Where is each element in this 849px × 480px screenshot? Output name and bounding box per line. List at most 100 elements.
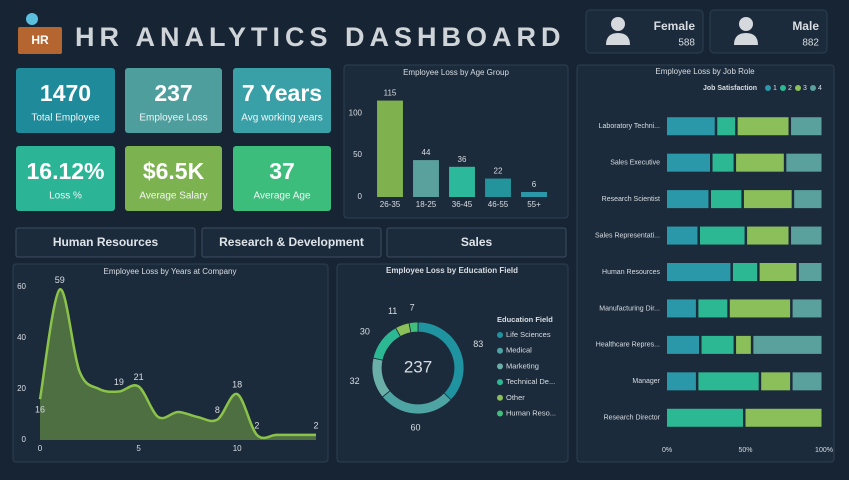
legend-label: 1	[773, 85, 777, 92]
y-tick-label: 60	[17, 282, 26, 291]
legend-marker	[497, 410, 503, 417]
filter-button[interactable]	[386, 227, 567, 258]
kpi-card	[16, 146, 115, 211]
area	[40, 289, 316, 440]
category-label: Manager	[632, 378, 660, 385]
bar	[521, 191, 547, 197]
x-tick-label: 26-35	[380, 200, 401, 209]
category-label: Sales Representati...	[595, 232, 660, 239]
y-tick-label: 0	[22, 435, 27, 444]
filter-button[interactable]	[201, 227, 382, 258]
kpi-label: Total Employee	[31, 113, 100, 124]
kpi-label: Loss %	[49, 191, 82, 202]
x-tick-label: 36-45	[452, 200, 473, 209]
filter-button[interactable]	[15, 227, 196, 258]
kpi-card	[233, 68, 331, 133]
bar-segment	[743, 190, 792, 209]
category-label: Healthcare Repres...	[596, 342, 660, 349]
legend-marker	[497, 379, 503, 386]
bar-segment	[794, 190, 822, 209]
legend-title: Job Satisfaction	[703, 85, 757, 92]
bar-segment	[729, 299, 791, 318]
slice-label: 83	[473, 339, 483, 349]
bar	[485, 178, 511, 197]
bar-segment	[737, 117, 789, 136]
male-icon	[734, 33, 758, 45]
bar	[377, 100, 403, 197]
filter-label[interactable]: Research & Development	[219, 235, 364, 249]
dashboard-title: HR ANALYTICS DASHBOARD	[75, 22, 566, 52]
bar-segment	[753, 335, 822, 354]
filter-label[interactable]: Sales	[461, 235, 493, 249]
value-label: 44	[422, 148, 431, 157]
bar-segment	[759, 263, 797, 281]
kpi-label: Average Age	[253, 191, 311, 202]
value-label: 2	[254, 420, 259, 430]
bar-segment	[736, 153, 784, 172]
bar-segment	[717, 117, 736, 136]
legend-label: 2	[788, 85, 792, 92]
kpi-card	[125, 68, 222, 133]
bar-segment	[667, 372, 696, 391]
x-tick-label: 46-55	[488, 200, 509, 209]
slice-label: 11	[388, 306, 397, 316]
bar-segment	[761, 372, 791, 391]
kpi-label: Employee Loss	[139, 113, 207, 124]
bar-segment	[736, 335, 751, 354]
category-label: Laboratory Techni...	[599, 123, 660, 130]
kpi-card	[16, 68, 115, 133]
legend-marker	[765, 85, 771, 91]
x-tick-label: 18-25	[416, 200, 437, 209]
bar-segment	[667, 335, 700, 354]
bar-segment	[792, 299, 822, 318]
value-label: 22	[494, 167, 503, 176]
value-label: 21	[134, 372, 144, 382]
slice-label: 7	[410, 303, 415, 313]
kpi-value: 7 Years	[242, 80, 322, 106]
legend-label: Technical De...	[506, 377, 555, 386]
kpi-label: Avg working years	[241, 113, 323, 124]
y-tick-label: 50	[353, 150, 362, 159]
legend-title: Education Field	[497, 315, 553, 324]
x-tick-label: 10	[233, 444, 242, 453]
bar-segment	[667, 299, 696, 318]
value-label: 18	[232, 379, 242, 389]
x-tick-label: 55+	[527, 200, 541, 209]
female-icon	[606, 33, 630, 45]
bar-segment	[798, 263, 822, 281]
slice-label: 30	[360, 326, 370, 336]
chart-title: Employee Loss by Age Group	[403, 68, 509, 77]
gender-label: Male	[792, 19, 819, 33]
chart-title: Employee Loss by Education Field	[386, 266, 518, 275]
logo-text: HR	[31, 33, 49, 47]
y-tick-label: 20	[17, 384, 26, 393]
legend-label: Other	[506, 393, 525, 402]
filter-label[interactable]: Human Resources	[53, 235, 159, 249]
kpi-label: Average Salary	[139, 191, 207, 202]
x-tick-label: 0%	[662, 447, 672, 454]
category-label: Manufacturing Dir...	[599, 305, 660, 312]
gender-label: Female	[654, 19, 696, 33]
kpi-value: 237	[154, 80, 192, 106]
bar-segment	[710, 190, 742, 209]
bar	[413, 160, 439, 197]
value-label: 19	[114, 377, 124, 387]
bar-segment	[667, 408, 743, 427]
bar-segment	[698, 299, 728, 318]
bar-segment	[701, 335, 734, 354]
kpi-value: 37	[269, 158, 295, 184]
y-tick-label: 40	[17, 333, 26, 342]
y-tick-label: 0	[358, 192, 363, 201]
legend-label: 3	[803, 85, 807, 92]
value-label: 8	[215, 405, 220, 415]
y-tick-label: 100	[349, 108, 363, 117]
legend-label: Human Reso...	[506, 408, 556, 417]
bar-segment	[791, 117, 822, 136]
legend-label: Medical	[506, 346, 532, 355]
legend-marker	[497, 332, 503, 338]
kpi-value: 16.12%	[26, 158, 104, 184]
bar-segment	[786, 153, 822, 172]
chart-title: Employee Loss by Years at Company	[104, 267, 237, 276]
line	[38, 288, 316, 440]
